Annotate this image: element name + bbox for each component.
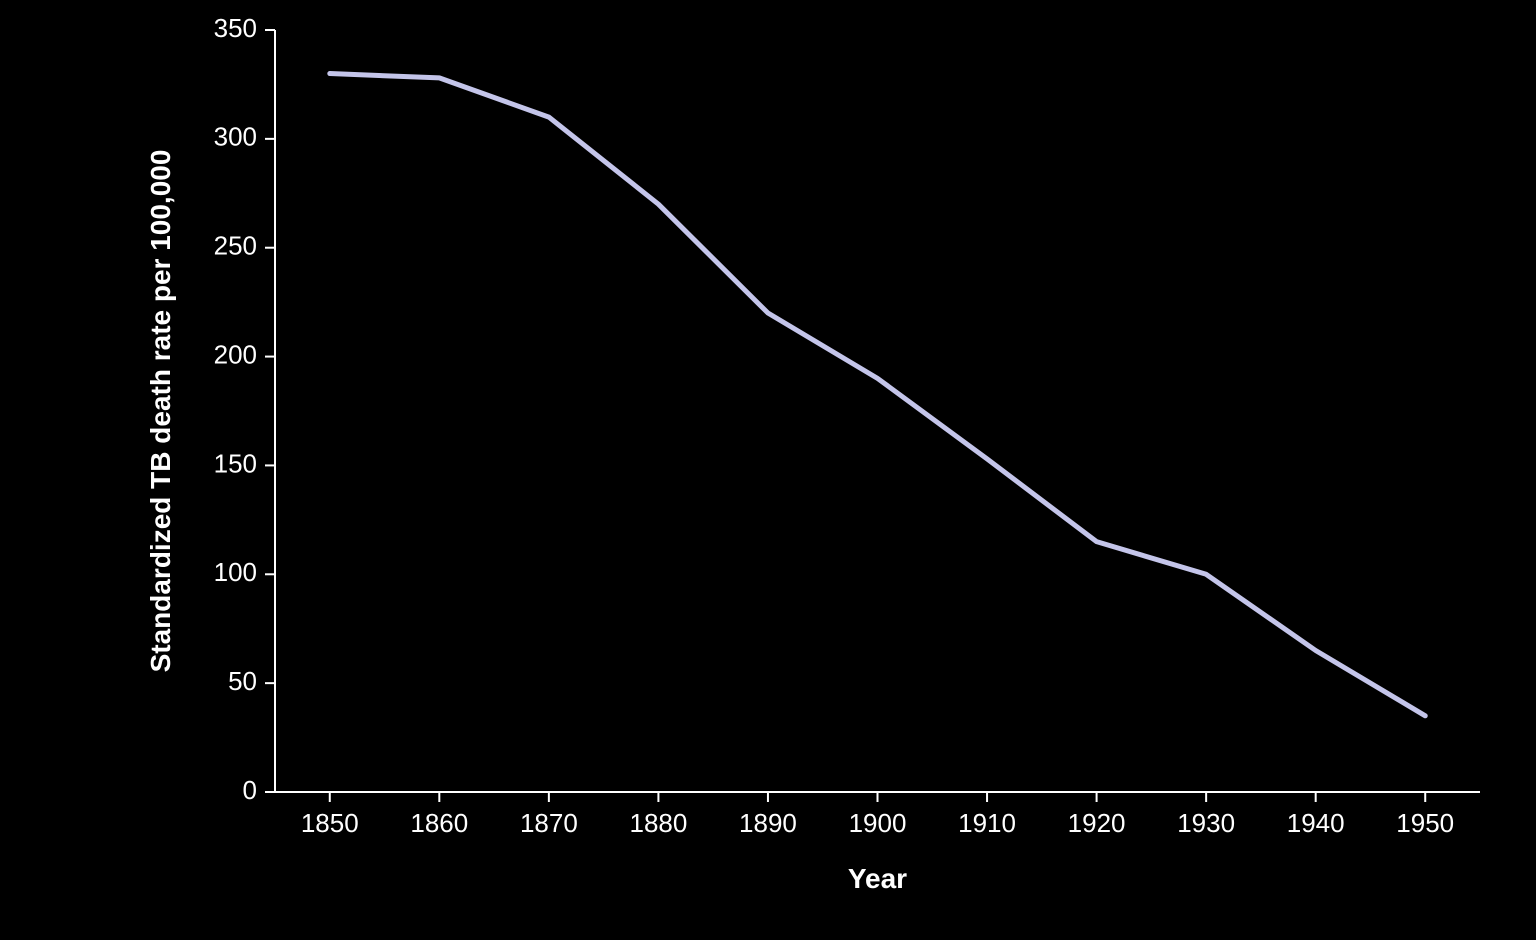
x-tick-label: 1860 [410,808,468,838]
y-tick-label: 0 [243,775,257,805]
x-tick-label: 1910 [958,808,1016,838]
x-tick-label: 1880 [629,808,687,838]
y-tick-label: 200 [214,339,257,369]
x-tick-label: 1870 [520,808,578,838]
y-tick-label: 300 [214,122,257,152]
x-tick-label: 1950 [1396,808,1454,838]
y-axis-title: Standardized TB death rate per 100,000 [145,150,176,673]
y-tick-label: 100 [214,557,257,587]
y-tick-label: 350 [214,13,257,43]
x-tick-label: 1900 [849,808,907,838]
y-tick-label: 250 [214,231,257,261]
x-tick-label: 1890 [739,808,797,838]
x-tick-label: 1940 [1287,808,1345,838]
y-tick-label: 150 [214,448,257,478]
x-axis-title: Year [848,863,907,894]
y-tick-label: 50 [228,666,257,696]
x-tick-label: 1930 [1177,808,1235,838]
chart-svg: 0 50 100 150 200 250 300 350 1850 1860 1870 1880 189… [0,0,1536,940]
x-tick-label: 1850 [301,808,359,838]
tb-death-rate-chart: 0 50 100 150 200 250 300 350 1850 1860 1870 1880 189… [0,0,1536,940]
x-tick-label: 1920 [1068,808,1126,838]
